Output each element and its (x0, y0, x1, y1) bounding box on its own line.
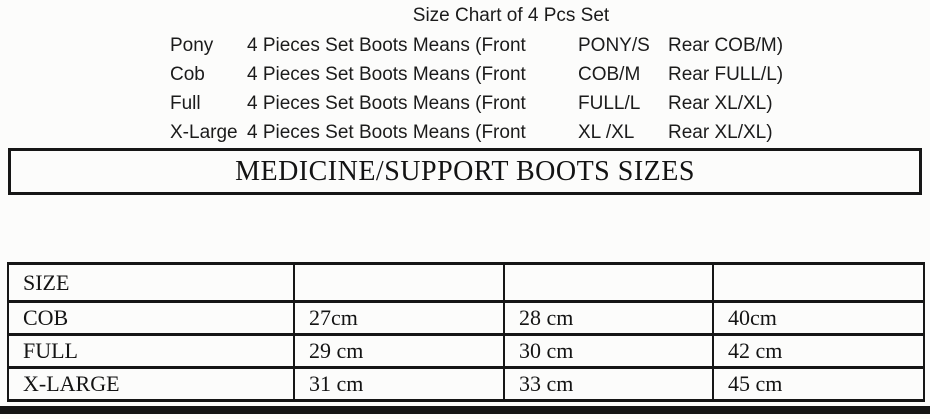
spec-description: 4 Pieces Set Boots Means (Front (247, 93, 526, 114)
spec-front-size: FULL/L (578, 93, 641, 114)
spec-row-full: Full 4 Pieces Set Boots Means (Front FUL… (170, 89, 910, 118)
table-row-full: FULL 29 cm 30 cm 42 cm (7, 333, 925, 369)
spec-row-pony: Pony 4 Pieces Set Boots Means (Front PON… (170, 31, 910, 60)
table-header-col4 (712, 262, 925, 303)
spec-label: Pony (170, 35, 214, 56)
table-cell-size-name: COB (7, 300, 295, 336)
size-chart-title: Size Chart of 4 Pcs Set (412, 5, 610, 26)
table-cell-size-name: X-LARGE (7, 366, 295, 402)
table-cell-measure: 29 cm (293, 333, 505, 369)
spec-front-size: XL /XL (578, 122, 635, 143)
table-cell-size-name: FULL (7, 333, 295, 369)
spec-list: Pony 4 Pieces Set Boots Means (Front PON… (170, 31, 910, 147)
spec-row-cob: Cob 4 Pieces Set Boots Means (Front COB/… (170, 60, 910, 89)
medicine-boots-banner: MEDICINE/SUPPORT BOOTS SIZES (8, 148, 922, 195)
table-cell-measure: 28 cm (503, 300, 714, 336)
bottom-rule (0, 406, 930, 414)
table-header-col2 (293, 262, 505, 303)
spec-rear-size: Rear XL/XL) (668, 93, 773, 114)
table-cell-measure: 42 cm (712, 333, 925, 369)
spec-rear-size: Rear COB/M) (668, 35, 784, 56)
table-cell-measure: 40cm (712, 300, 925, 336)
spec-rear-size: Rear XL/XL) (668, 122, 773, 143)
table-row-cob: COB 27cm 28 cm 40cm (7, 300, 925, 336)
spec-label: X-Large (170, 122, 238, 143)
table-cell-measure: 30 cm (503, 333, 714, 369)
spec-row-xlarge: X-Large 4 Pieces Set Boots Means (Front … (170, 118, 910, 147)
spec-front-size: PONY/S (578, 35, 650, 56)
spec-rear-size: Rear FULL/L) (668, 64, 784, 85)
spec-description: 4 Pieces Set Boots Means (Front (247, 35, 526, 56)
spec-label: Cob (170, 64, 205, 85)
table-cell-measure: 45 cm (712, 366, 925, 402)
table-cell-measure: 27cm (293, 300, 505, 336)
spec-label: Full (170, 93, 201, 114)
size-table: SIZE COB 27cm 28 cm 40cm FULL 29 cm 30 c… (7, 262, 925, 402)
spec-front-size: COB/M (578, 64, 641, 85)
table-header-size: SIZE (7, 262, 295, 303)
table-cell-measure: 33 cm (503, 366, 714, 402)
table-header-col3 (503, 262, 714, 303)
spec-description: 4 Pieces Set Boots Means (Front (247, 64, 526, 85)
spec-description: 4 Pieces Set Boots Means (Front (247, 122, 526, 143)
table-cell-measure: 31 cm (293, 366, 505, 402)
table-row-xlarge: X-LARGE 31 cm 33 cm 45 cm (7, 366, 925, 402)
banner-title: MEDICINE/SUPPORT BOOTS SIZES (235, 155, 695, 187)
table-header-row: SIZE (7, 262, 925, 303)
